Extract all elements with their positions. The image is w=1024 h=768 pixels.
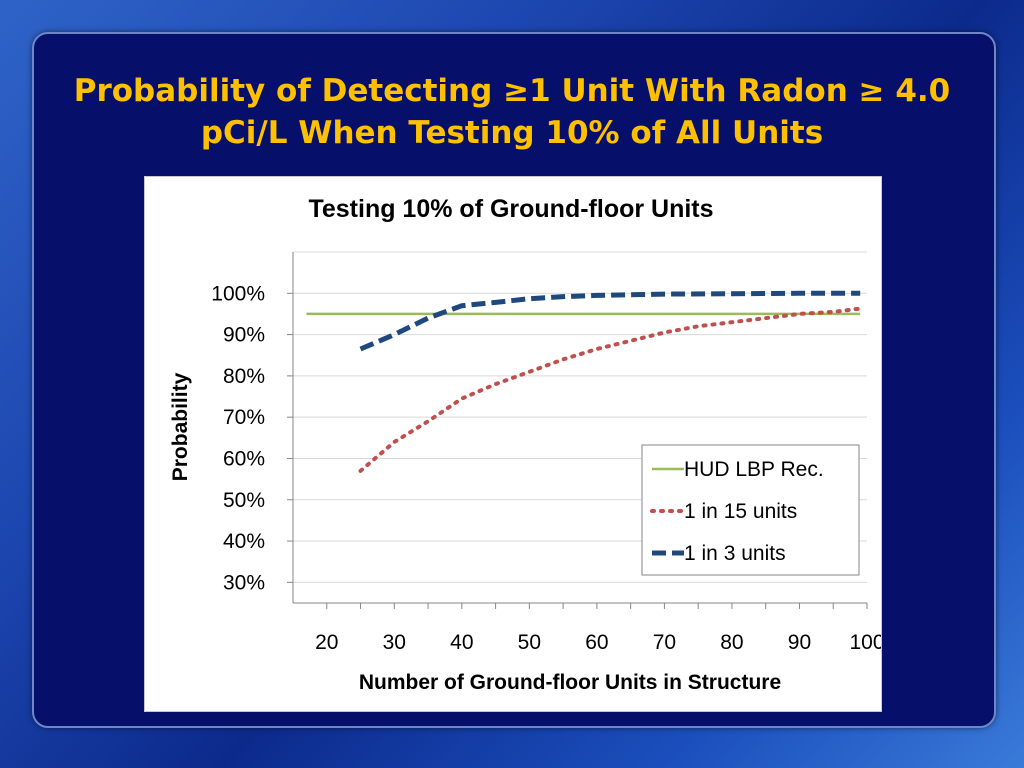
legend-label-2: 1 in 3 units	[684, 542, 786, 565]
chart-series	[306, 290, 863, 473]
x-axis-title: Number of Ground-floor Units in Structur…	[359, 671, 781, 694]
series-line-1	[358, 306, 863, 473]
legend: HUD LBP Rec. 1 in 15 units 1 in 3 units	[641, 444, 860, 576]
x-tick-label-4: 60	[585, 631, 608, 654]
slide-title: Probability of Detecting ≥1 Unit With Ra…	[60, 70, 964, 154]
x-tick-label-2: 40	[450, 631, 473, 654]
x-tick-label-3: 50	[518, 631, 541, 654]
y-tick-label-2: 50%	[223, 489, 265, 512]
chart-panel: Testing 10% of Ground-floor Units 30% 40%…	[144, 176, 882, 712]
x-tick-label-1: 30	[383, 631, 406, 654]
x-tick-label-0: 20	[315, 631, 338, 654]
chart-axes	[292, 252, 867, 604]
chart-title: Testing 10% of Ground-floor Units	[308, 195, 713, 223]
y-tick-label-4: 70%	[223, 406, 265, 429]
y-tick-label-7: 100%	[211, 282, 265, 305]
y-tick-label-1: 40%	[223, 530, 265, 553]
chart-ticks: 30% 40% 50% 60% 70% 80% 90% 100% 20 30 40 50 60 70 80 9…	[211, 282, 881, 654]
y-tick-label-6: 90%	[223, 324, 265, 347]
y-axis-title: Probability	[169, 372, 192, 481]
chart-grid	[293, 251, 867, 583]
x-tick-label-6: 80	[720, 631, 743, 654]
legend-label-0: HUD LBP Rec.	[684, 458, 824, 481]
y-tick-label-3: 60%	[223, 447, 265, 470]
y-tick-label-0: 30%	[223, 571, 265, 594]
x-tick-label-8: 100	[849, 631, 881, 654]
x-tick-label-5: 70	[653, 631, 676, 654]
y-tick-label-5: 80%	[223, 365, 265, 388]
series-line-2	[359, 290, 861, 352]
slide-title-line1: Probability of Detecting ≥1 Unit With Ra…	[73, 73, 951, 109]
x-tick-label-7: 90	[788, 631, 811, 654]
chart-svg: Testing 10% of Ground-floor Units 30% 40%…	[169, 195, 881, 694]
legend-label-1: 1 in 15 units	[684, 500, 797, 523]
slide-title-line2: pCi/L When Testing 10% of All Units	[200, 115, 824, 151]
